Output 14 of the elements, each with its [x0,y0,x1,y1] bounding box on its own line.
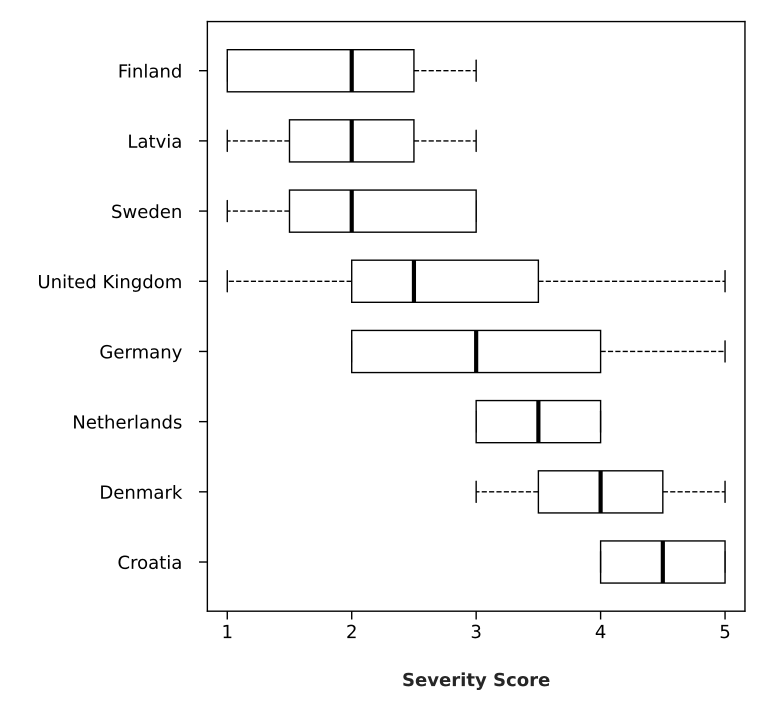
y-tick-label: United Kingdom [39,274,181,292]
x-tick-label: 1 [224,624,232,638]
x-axis-title: Severity Score [403,672,550,690]
x-tick-label: 4 [596,624,606,638]
y-tick-label: Sweden [112,204,181,218]
y-tick-label: Latvia [129,134,181,148]
x-tick-label: 3 [472,624,480,638]
y-tick-label: Denmark [101,484,182,499]
y-tick-label: Finland [120,64,181,78]
y-tick-label: Netherlands [74,414,182,429]
y-tick-label: Germany [100,344,182,362]
y-tick-label: Croatia [118,555,181,570]
x-tick-label: 2 [347,624,356,638]
x-tick-label: 5 [720,624,730,638]
